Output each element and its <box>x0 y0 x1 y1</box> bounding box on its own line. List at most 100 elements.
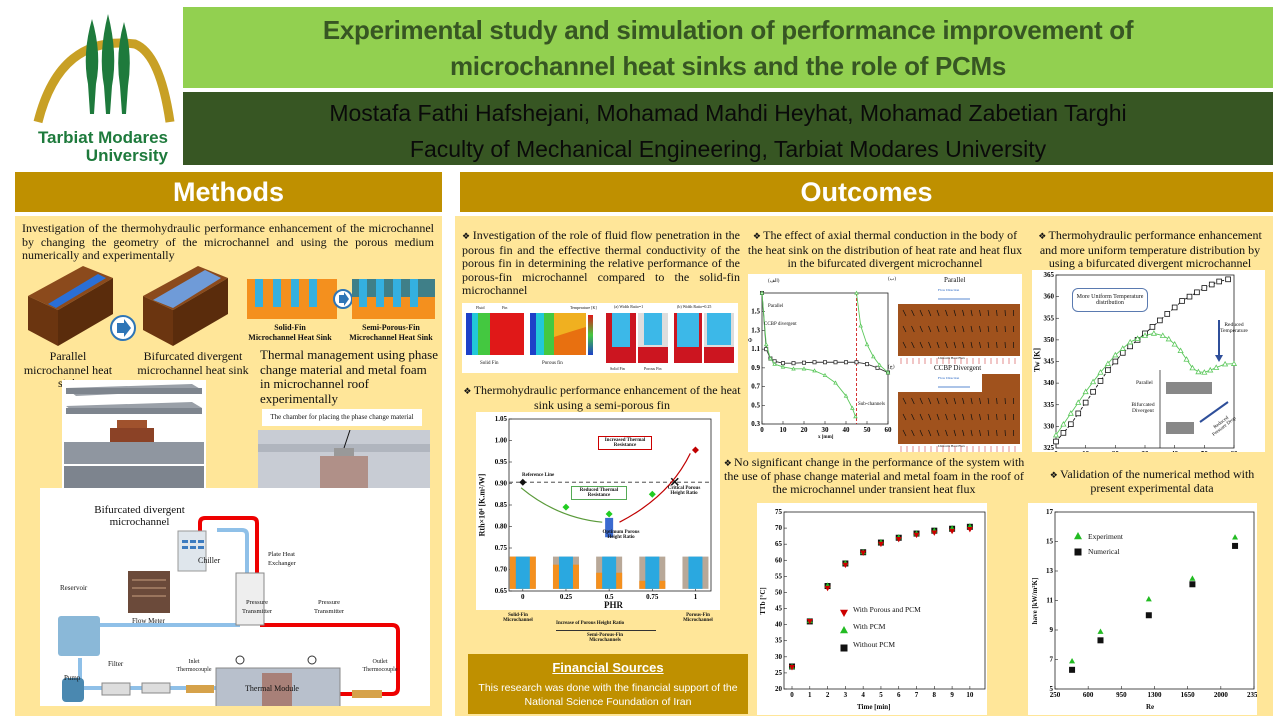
data-point <box>1097 637 1104 644</box>
data-point <box>1207 366 1214 373</box>
data-point <box>854 360 859 365</box>
x-tick-label: 2350 <box>1247 691 1257 699</box>
heat-flux-vector <box>970 341 973 349</box>
channel-part <box>602 556 617 589</box>
y-tick-label: 15 <box>1046 538 1054 546</box>
data-point <box>1090 378 1097 385</box>
data-point <box>913 532 920 539</box>
data-point <box>1105 367 1111 373</box>
data-point <box>1053 438 1059 445</box>
heat-flux-vector <box>979 341 981 349</box>
financial-sources-heading: Financial Sources <box>552 660 664 675</box>
data-point <box>791 366 796 371</box>
data-point <box>1075 410 1082 417</box>
bullet-axial-conduction: The effect of axial thermal conduction i… <box>745 228 1025 271</box>
parallel-heat-sink-icon <box>28 266 113 346</box>
data-point <box>605 510 613 518</box>
y-tick-label: 0.85 <box>495 501 508 509</box>
data-point <box>1177 347 1184 354</box>
increased-resistance-label: Increased Thermal Resistance <box>598 436 652 450</box>
h-re-chart: 250600950130016502000235057911131517 hav… <box>1028 503 1262 715</box>
data-point <box>1159 332 1166 338</box>
solid-fin-label: Solid-Fin Microchannel Heat Sink <box>248 323 332 342</box>
heat-flux-vector <box>911 413 915 421</box>
x-tick-label: 0.75 <box>646 593 659 601</box>
bifurcated-heat-sink-icon <box>143 266 228 346</box>
y-tick-label: 350 <box>1044 336 1055 344</box>
heat-flux-vector <box>919 325 923 333</box>
x-tick-label: 30 <box>822 426 830 434</box>
data-point <box>1222 360 1229 367</box>
data-point <box>840 626 848 634</box>
data-point <box>763 342 769 347</box>
y-tick-label: 0.7 <box>751 383 760 391</box>
channel-part <box>558 556 573 589</box>
inlet-thermocouple-label: Inlet Thermocouple <box>176 659 212 673</box>
x-tick-label: 8 <box>933 691 937 699</box>
x-tick-label: 10 <box>966 691 974 699</box>
data-point <box>1149 324 1156 330</box>
data-point <box>1195 368 1202 375</box>
legend-with-porous-pcm: With Porous and PCM <box>853 605 921 614</box>
heat-sink-body <box>898 304 1020 356</box>
phi-chart-svg: 0 10 20 30 40 50 60 0.3 0.5 0.7 0.9 1.1 1.3 1.5 <box>751 290 1020 452</box>
chiller-label: Chiller <box>198 556 221 565</box>
y-tick-label: 330 <box>1044 422 1055 430</box>
data-point <box>823 360 828 365</box>
x-tick-label: 0 <box>760 426 764 434</box>
heat-flux-vector <box>945 309 948 317</box>
data-point <box>1213 364 1220 370</box>
legend-ccbp: CCBP divergent <box>764 322 797 327</box>
channel-part <box>515 556 530 589</box>
data-point <box>1097 628 1104 634</box>
data-point <box>844 360 849 365</box>
bifurcated-photo-label: Bifurcated divergent microchannel <box>94 504 185 528</box>
heat-flux-vector <box>911 397 915 405</box>
data-point <box>812 360 817 365</box>
y-tick-label: 55 <box>775 572 783 580</box>
financial-sources-box: Financial Sources This research was done… <box>468 654 748 714</box>
filter-label: Filter <box>108 660 124 668</box>
y-tick-label: 1.5 <box>751 308 760 316</box>
x-tick-label: 60 <box>885 426 893 434</box>
x-tick-label: 50 <box>1201 450 1209 452</box>
phi-figure: 0 10 20 30 40 50 60 0.3 0.5 0.7 0.9 1.1 1.3 1.5 (الف)… <box>748 274 1022 452</box>
heat-flux-vector <box>970 413 973 421</box>
legend-without-pcm: Without PCM <box>853 640 895 649</box>
heat-flux-vector <box>979 413 981 421</box>
heat-flux-vector <box>987 413 990 421</box>
heat-flux-vector <box>945 325 948 333</box>
heat-flux-vector <box>919 397 923 405</box>
data-point <box>850 405 855 410</box>
reference-line-label: Reference Line <box>522 473 555 478</box>
data-point <box>1189 581 1196 588</box>
heat-flux-vector <box>970 309 973 317</box>
tw-time-chart: 0 1 2 3 4 5 6 7 8 9 10 20 25 30 35 40 45 50 55 60 65 70 75 TTb… <box>757 503 987 715</box>
bullet-porous-penetration: Investigation of the role of fluid flow … <box>462 228 740 298</box>
data-point <box>1127 343 1133 350</box>
porous-fin-microchannel-label: Porous-Fin Microchannel <box>683 613 713 623</box>
critical-ratio-label: Critical Porous Height Ratio <box>667 486 701 496</box>
data-point <box>1060 430 1067 436</box>
legend-with-pcm: With PCM <box>853 622 886 631</box>
y-tick-label: 30 <box>775 653 783 661</box>
heat-flux-vector <box>979 397 981 405</box>
x-tick-label: 60 <box>1231 450 1239 452</box>
heat-flux-vector <box>928 413 932 421</box>
pressure-transmitter-2-label: Pressure Transmitter <box>313 599 345 615</box>
data-point <box>791 361 796 366</box>
y-tick-label: 7 <box>1050 656 1054 664</box>
heat-flux-vector <box>962 397 965 405</box>
legend-parallel: Parallel <box>768 304 784 309</box>
arrowhead-icon <box>1215 355 1223 362</box>
y-tick-label: 25 <box>775 669 783 677</box>
heat-flux-vector <box>962 413 965 421</box>
x-tick-label: 10 <box>780 426 788 434</box>
data-point <box>865 362 870 367</box>
heat-flux-vector <box>936 341 940 349</box>
data-point <box>1165 335 1172 342</box>
porous-fin-contour-label: Porous fin <box>542 361 563 366</box>
semi-porous-fin-label: Semi-Porous-Fin Microchannel Heat Sink <box>349 323 433 342</box>
bullet-validation: Validation of the numerical method with … <box>1034 468 1270 495</box>
